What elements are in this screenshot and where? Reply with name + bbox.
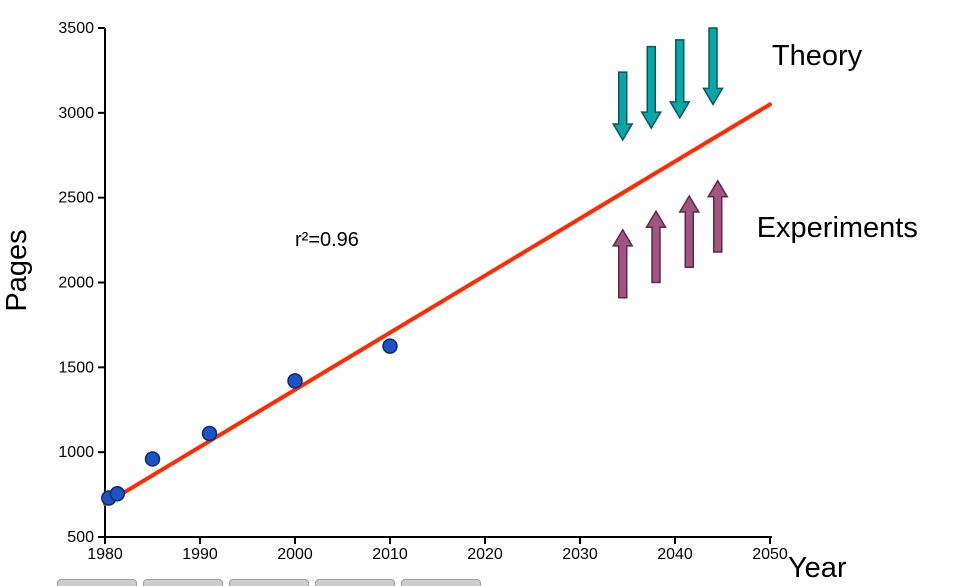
- annotation-r-0-96: r²=0.96: [295, 229, 359, 251]
- x-tick-label: 2030: [562, 546, 598, 563]
- data-point: [287, 373, 303, 389]
- experiment-arrow: [706, 179, 729, 253]
- x-axis-title: Year: [788, 552, 847, 584]
- y-tick-label: 2000: [58, 275, 94, 292]
- y-axis-title: Pages: [1, 229, 33, 311]
- cropped-thumbnail: [229, 579, 309, 586]
- theory-arrow: [702, 27, 724, 106]
- fit-line: [103, 102, 772, 506]
- y-tick-label: 1000: [58, 444, 94, 461]
- experiment-arrow: [678, 194, 701, 268]
- x-tick-label: 1980: [87, 546, 123, 563]
- experiment-arrow: [611, 228, 634, 299]
- experiment-arrow: [645, 209, 667, 284]
- y-tick-label: 3000: [58, 105, 94, 122]
- x-tick-label: 2050: [752, 546, 788, 563]
- annotation-theory: Theory: [772, 40, 863, 72]
- data-point: [109, 485, 126, 502]
- x-tick-label: 1990: [182, 546, 218, 563]
- y-tick-label: 500: [67, 529, 94, 546]
- y-tick-label: 3500: [58, 20, 94, 37]
- cropped-thumbnail: [315, 579, 395, 586]
- data-point: [382, 338, 398, 354]
- x-tick-label: 2040: [657, 546, 693, 563]
- y-tick-label: 1500: [58, 359, 94, 376]
- x-tick-label: 2010: [372, 546, 408, 563]
- cropped-thumbnail: [57, 579, 137, 586]
- data-point: [144, 451, 161, 467]
- annotation-experiments: Experiments: [757, 212, 918, 244]
- data-point: [201, 425, 218, 442]
- x-tick-label: 2000: [277, 546, 313, 563]
- x-tick-label: 2020: [467, 546, 503, 563]
- theory-arrow: [611, 71, 634, 142]
- y-tick-label: 2500: [58, 190, 94, 207]
- theory-arrow: [668, 39, 691, 120]
- cropped-thumbnail: [401, 579, 481, 586]
- theory-arrow: [640, 45, 663, 130]
- cropped-thumbnail: [143, 579, 223, 586]
